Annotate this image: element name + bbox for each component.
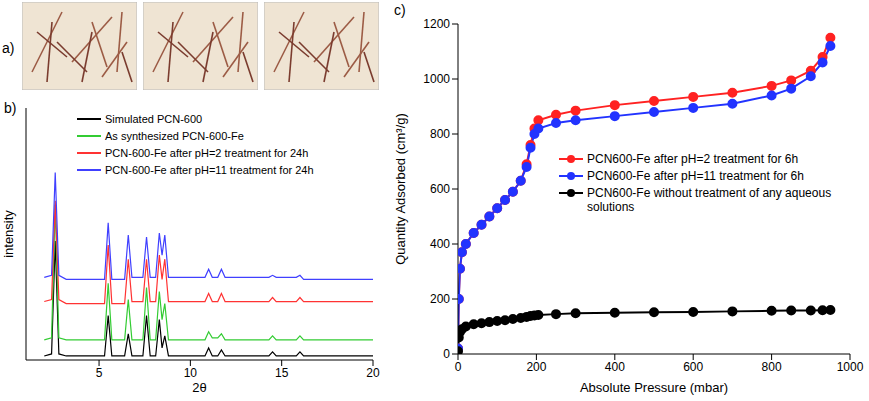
html-text:PCN600-Fe without treatment of: PCN600-Fe without treatment of any aqueo… xyxy=(587,186,832,214)
svg-text:600: 600 xyxy=(430,182,450,196)
svg-text:400: 400 xyxy=(605,360,625,374)
html-text:As synthesized PCN-600-Fe: As synthesized PCN-600-Fe xyxy=(105,130,244,142)
html-text:PCN600-Fe after pH=2 treatment: PCN600-Fe after pH=2 treatment for 6h xyxy=(587,152,799,166)
html-text:c): c) xyxy=(394,2,406,18)
html-text:b): b) xyxy=(4,100,17,116)
html-text:PCN-600-Fe after pH=11 treatme: PCN-600-Fe after pH=11 treatment for 24h xyxy=(105,164,314,176)
svg-text:1000: 1000 xyxy=(837,360,864,374)
svg-text:200: 200 xyxy=(526,360,546,374)
svg-text:0: 0 xyxy=(443,347,450,361)
svg-text:400: 400 xyxy=(430,237,450,251)
svg-text:2θ: 2θ xyxy=(192,380,206,395)
html-text:PCN600-Fe after pH=11 treatmen: PCN600-Fe after pH=11 treatment for 6h xyxy=(587,169,804,183)
svg-text:intensity: intensity xyxy=(2,210,16,258)
svg-text:1000: 1000 xyxy=(423,72,450,86)
svg-text:5: 5 xyxy=(96,366,103,380)
svg-text:Quantity Adsorbed (cm³/g): Quantity Adsorbed (cm³/g) xyxy=(393,113,408,265)
svg-text:15: 15 xyxy=(275,366,289,380)
html-text:Simulated PCN-600: Simulated PCN-600 xyxy=(105,113,203,125)
svg-text:0: 0 xyxy=(455,360,462,374)
svg-text:800: 800 xyxy=(762,360,782,374)
svg-text:800: 800 xyxy=(430,127,450,141)
svg-text:600: 600 xyxy=(683,360,703,374)
svg-text:10: 10 xyxy=(184,366,198,380)
svg-text:20: 20 xyxy=(366,366,380,380)
svg-text:1200: 1200 xyxy=(423,17,450,31)
html-text:PCN-600-Fe after pH=2 treatmen: PCN-600-Fe after pH=2 treatment for 24h xyxy=(105,147,309,159)
svg-text:200: 200 xyxy=(430,292,450,306)
svg-text:Absolute Pressure (mbar): Absolute Pressure (mbar) xyxy=(580,380,728,395)
html-text:a): a) xyxy=(2,40,15,56)
